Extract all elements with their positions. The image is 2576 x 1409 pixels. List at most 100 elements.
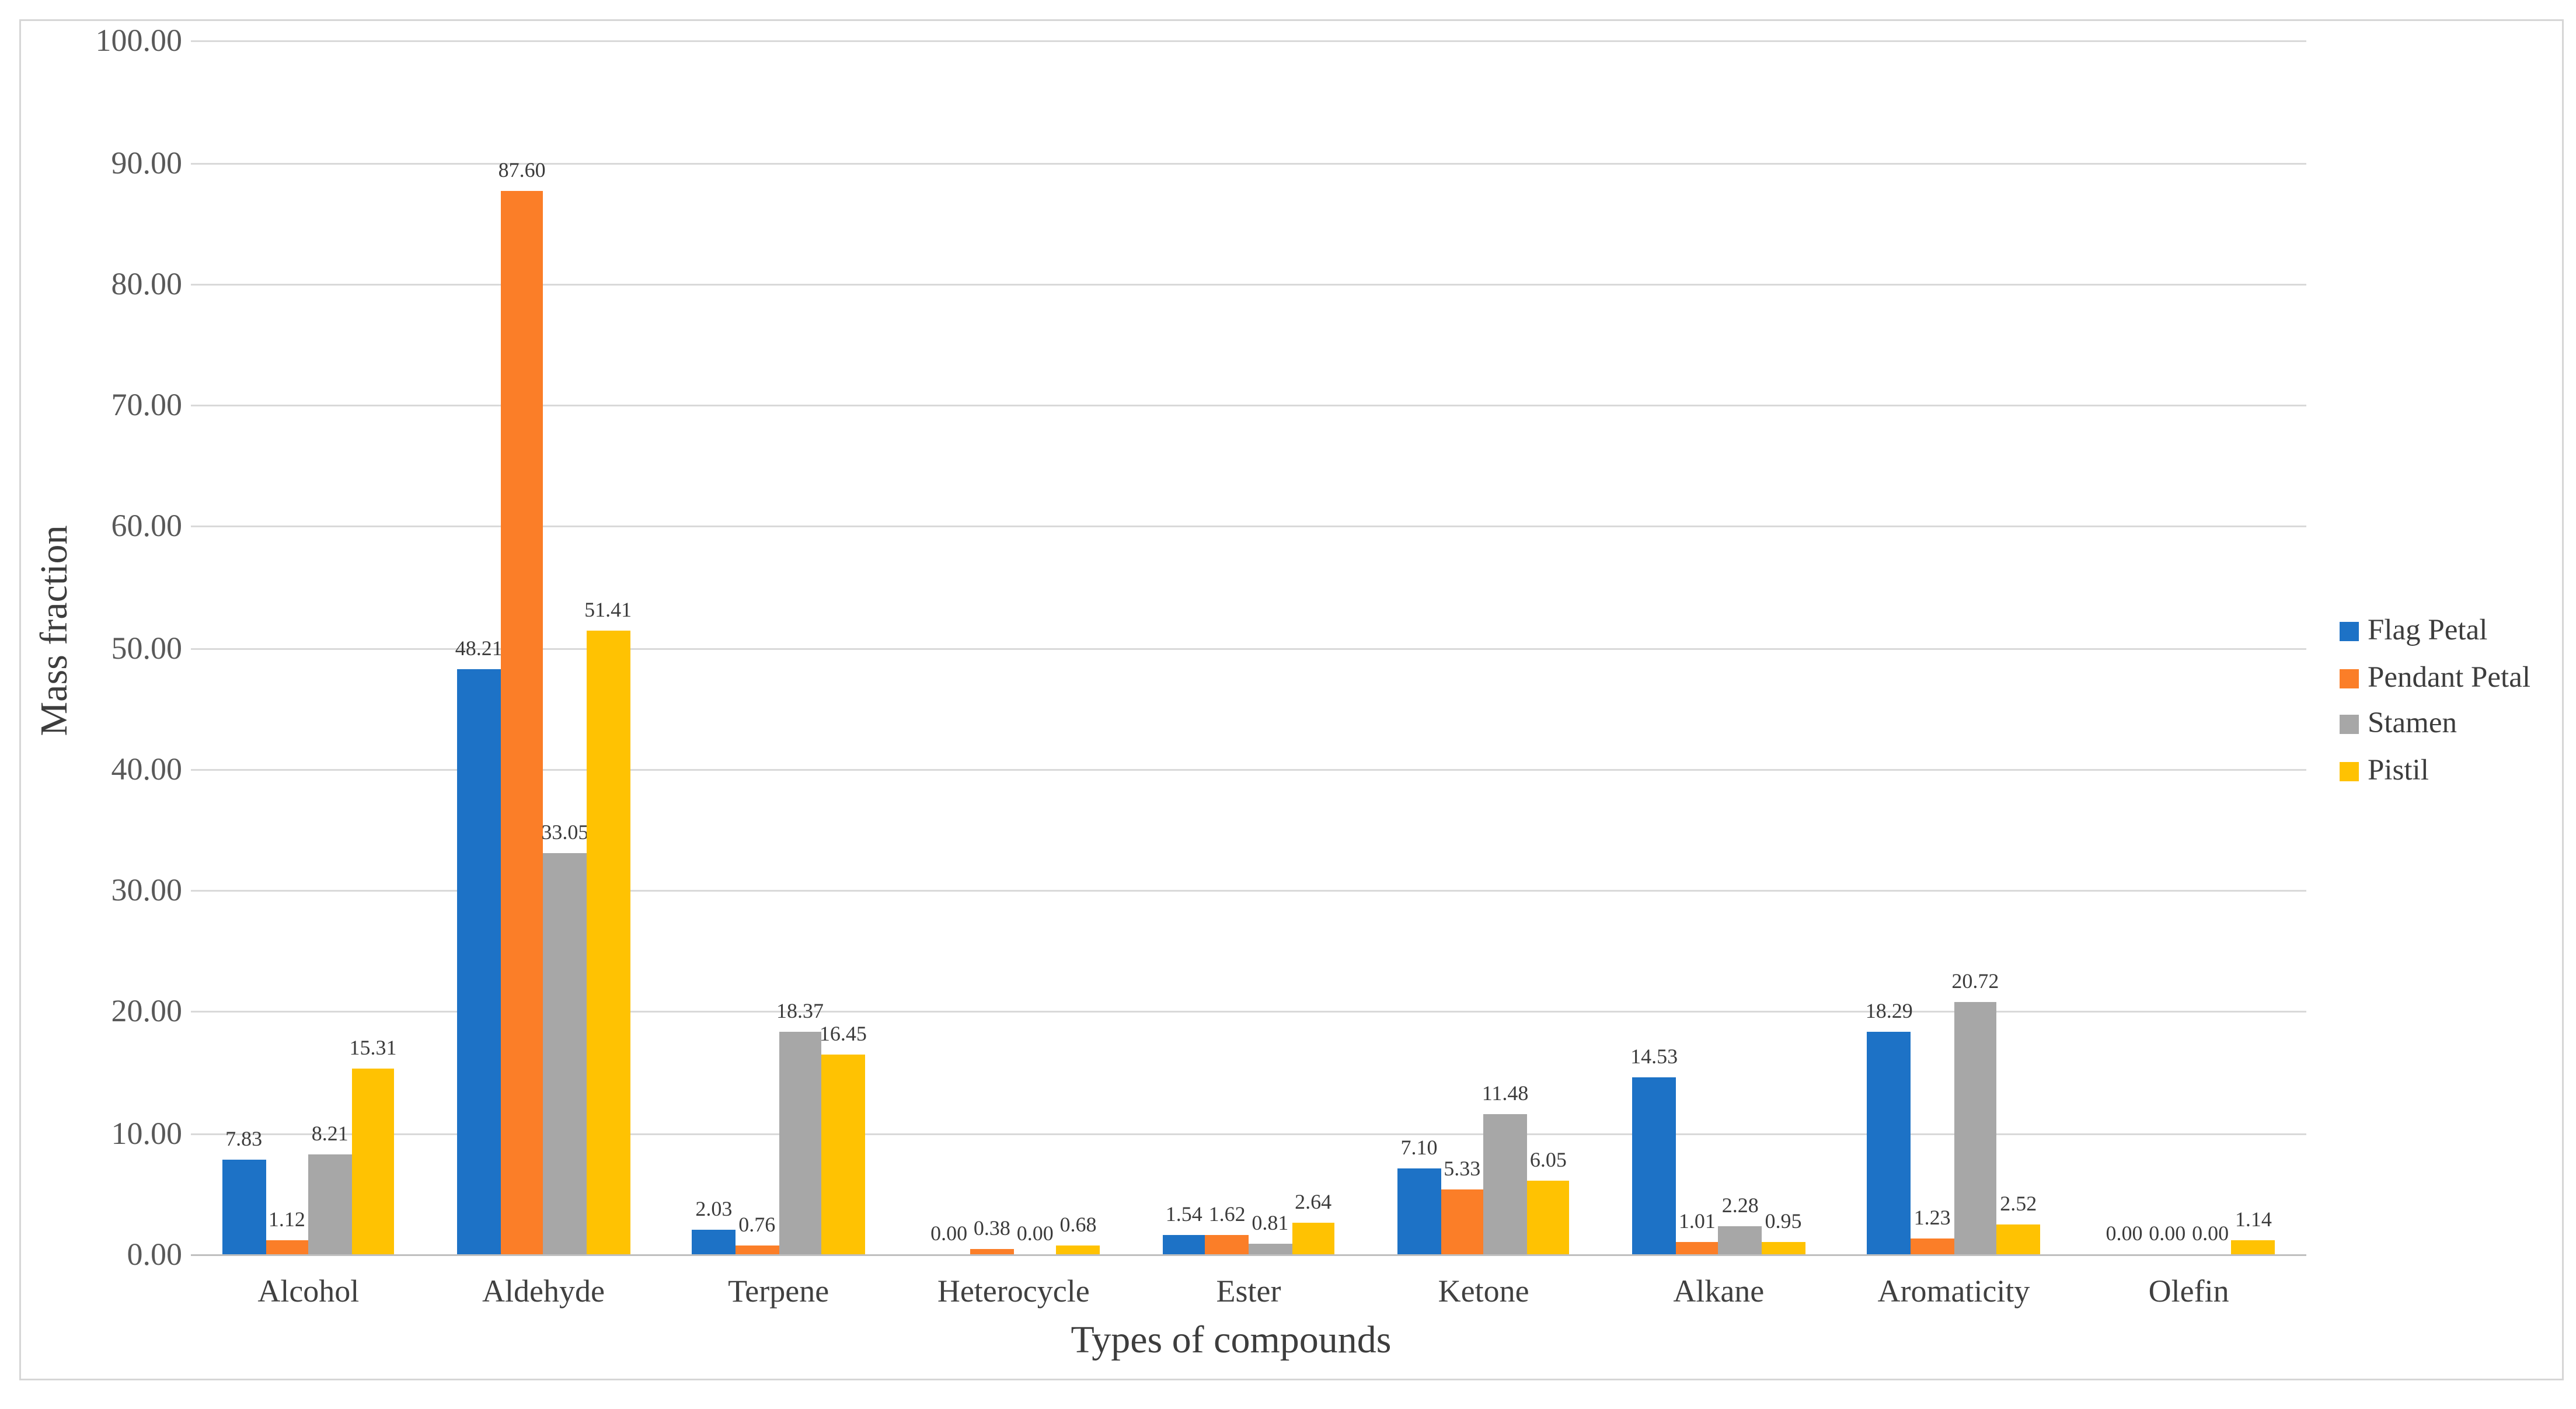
legend-label: Flag Petal	[2368, 613, 2488, 646]
bar-stamen	[1719, 1226, 1762, 1254]
bar-value-label: 16.45	[819, 1021, 867, 1046]
y-tick-label: 20.00	[111, 994, 183, 1029]
bar-value-label: 2.64	[1295, 1189, 1332, 1214]
bar-pendant-petal	[265, 1240, 309, 1254]
bar-value-label: 87.60	[498, 158, 546, 183]
bar-value-label: 0.95	[1765, 1209, 1802, 1234]
bar-pendant-petal	[1205, 1234, 1249, 1254]
bar-value-label: 33.05	[541, 820, 589, 845]
y-tick-label: 30.00	[111, 872, 183, 908]
bar-value-label: 51.41	[584, 597, 632, 622]
bar-value-label: 11.48	[1482, 1081, 1529, 1107]
gridline	[191, 526, 2306, 528]
bar-pistil	[2232, 1240, 2275, 1254]
bar-pistil	[1526, 1181, 1570, 1254]
bar-value-label: 1.14	[2235, 1207, 2272, 1232]
y-tick-label: 10.00	[111, 1115, 183, 1151]
chart-frame	[19, 19, 2564, 1380]
bar-value-label: 0.76	[738, 1212, 776, 1237]
x-axis-line	[191, 1254, 2306, 1256]
bar-value-label: 2.52	[2000, 1190, 2037, 1215]
bar-stamen	[1483, 1115, 1527, 1254]
gridline	[191, 162, 2306, 164]
bar-flag-petal	[1632, 1078, 1676, 1254]
bar-pistil	[821, 1055, 865, 1254]
y-tick-label: 40.00	[111, 751, 183, 787]
bar-pistil	[351, 1068, 395, 1254]
x-category-label: Ester	[1216, 1274, 1281, 1309]
bar-pistil	[1996, 1223, 2040, 1254]
y-tick-label: 0.00	[127, 1237, 183, 1272]
bar-value-label: 1.62	[1208, 1201, 1246, 1226]
bar-flag-petal	[1397, 1168, 1441, 1254]
y-tick-label: 70.00	[111, 387, 183, 423]
bar-stamen	[1953, 1003, 1997, 1254]
bar-stamen	[1249, 1244, 1292, 1254]
y-tick-label: 80.00	[111, 266, 183, 301]
bar-value-label: 8.21	[311, 1121, 348, 1146]
bar-pistil	[1291, 1222, 1335, 1254]
bar-value-label: 0.00	[2106, 1221, 2143, 1246]
y-tick-label: 100.00	[95, 23, 183, 59]
bar-stamen	[543, 853, 587, 1254]
legend-swatch	[2340, 715, 2359, 734]
gridline	[191, 283, 2306, 286]
bar-pendant-petal	[500, 191, 543, 1254]
bar-flag-petal	[1162, 1235, 1206, 1254]
bar-pendant-petal	[970, 1250, 1014, 1254]
bar-value-label: 6.05	[1529, 1147, 1567, 1173]
x-category-label: Ketone	[1438, 1274, 1529, 1309]
legend-label: Stamen	[2368, 706, 2457, 739]
gridline	[191, 1011, 2306, 1014]
bar-value-label: 0.38	[973, 1216, 1010, 1241]
bar-value-label: 1.12	[268, 1207, 305, 1232]
x-axis-title: Types of compounds	[1071, 1317, 1392, 1361]
gridline	[191, 41, 2306, 43]
bar-value-label: 1.54	[1165, 1202, 1202, 1227]
bar-value-label: 0.00	[2149, 1221, 2186, 1246]
bar-value-label: 14.53	[1630, 1045, 1678, 1070]
bar-value-label: 15.31	[349, 1035, 397, 1060]
legend-label: Pendant Petal	[2368, 659, 2531, 693]
x-category-label: Olefin	[2148, 1274, 2229, 1309]
bar-pendant-petal	[1911, 1239, 1954, 1254]
x-category-label: Alcohol	[257, 1274, 360, 1309]
bar-value-label: 0.81	[1252, 1211, 1289, 1236]
x-category-label: Alkane	[1673, 1274, 1765, 1309]
x-category-label: Terpene	[728, 1274, 829, 1309]
bar-flag-petal	[692, 1229, 735, 1254]
y-tick-label: 90.00	[111, 144, 183, 180]
bar-value-label: 0.00	[2192, 1221, 2229, 1246]
y-axis-title: Mass fraction	[32, 525, 75, 736]
gridline	[191, 648, 2306, 650]
bar-value-label: 48.21	[455, 636, 503, 661]
bar-pendant-petal	[735, 1245, 779, 1254]
x-category-label: Aldehyde	[482, 1274, 605, 1309]
gridline	[191, 405, 2306, 407]
bar-value-label: 0.68	[1059, 1212, 1097, 1237]
y-tick-label: 50.00	[111, 630, 183, 666]
legend-label: Pistil	[2368, 752, 2429, 786]
legend-swatch	[2340, 761, 2359, 781]
bar-value-label: 0.00	[1016, 1221, 1054, 1246]
bar-flag-petal	[457, 669, 501, 1254]
bar-value-label: 7.10	[1400, 1135, 1438, 1160]
bar-value-label: 1.01	[1678, 1209, 1716, 1233]
bar-pistil	[586, 630, 630, 1254]
bar-value-label: 2.03	[695, 1196, 733, 1221]
bar-stamen	[308, 1154, 352, 1254]
bar-value-label: 7.83	[225, 1126, 263, 1151]
bar-value-label: 18.37	[776, 998, 824, 1023]
x-category-label: Aromaticity	[1877, 1274, 2030, 1309]
bar-value-label: 2.28	[1721, 1193, 1759, 1218]
bar-value-label: 5.33	[1444, 1156, 1481, 1181]
bar-value-label: 20.72	[1951, 969, 1999, 994]
bar-pistil	[1057, 1246, 1100, 1254]
bar-value-label: 18.29	[1865, 999, 1913, 1024]
bar-flag-petal	[1867, 1032, 1911, 1254]
x-category-label: Heterocycle	[937, 1274, 1090, 1309]
gridline	[191, 890, 2306, 892]
legend-swatch	[2340, 622, 2359, 641]
bar-value-label: 0.00	[930, 1221, 968, 1246]
